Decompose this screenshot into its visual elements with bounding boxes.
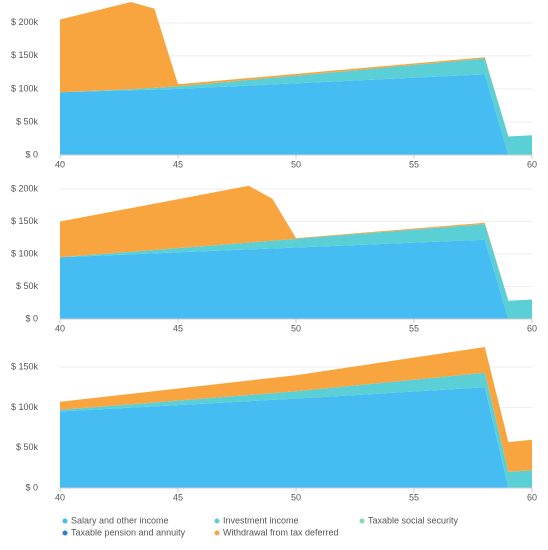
legend-label: Taxable social security: [368, 515, 459, 525]
area: [60, 74, 532, 155]
x-tick-label: 40: [55, 323, 65, 333]
y-tick-label: $ 150k: [11, 216, 39, 226]
y-tick-label: $ 200k: [11, 17, 39, 27]
y-tick-label: $ 50k: [16, 116, 39, 126]
x-tick-label: 50: [291, 323, 301, 333]
x-tick-label: 45: [173, 323, 183, 333]
y-tick-label: $ 150k: [11, 50, 39, 60]
chart: $ 0 $ 50k $ 100k $ 150k $ 200k 40 45 50 55 60: [11, 2, 537, 169]
x-tick-label: 40: [55, 492, 65, 502]
legend-swatch: [62, 530, 68, 536]
legend-swatch: [359, 518, 365, 524]
x-tick-label: 45: [173, 492, 183, 502]
y-tick-label: $ 150k: [11, 362, 39, 372]
legend-label: Salary and other income: [71, 515, 169, 525]
legend-swatch: [214, 518, 220, 524]
area: [60, 347, 532, 472]
x-tick-label: 55: [409, 159, 419, 169]
chart: $ 0 $ 50k $ 100k $ 150k 40 45 50 55 60: [11, 347, 537, 502]
area: [60, 387, 532, 488]
y-tick-label: $ 50k: [16, 442, 39, 452]
x-tick-label: 60: [527, 492, 537, 502]
x-tick-label: 60: [527, 323, 537, 333]
y-tick-label: $ 200k: [11, 183, 39, 193]
area: [60, 58, 532, 155]
y-tick-label: $ 0: [25, 149, 38, 159]
legend-swatch: [214, 530, 220, 536]
y-tick-label: $ 100k: [11, 83, 39, 93]
x-tick-label: 50: [291, 159, 301, 169]
y-tick-label: $ 100k: [11, 248, 39, 258]
area: [60, 224, 532, 319]
y-tick-label: $ 0: [25, 482, 38, 492]
x-tick-label: 55: [409, 492, 419, 502]
legend-swatch: [62, 518, 68, 524]
x-tick-label: 50: [291, 492, 301, 502]
x-tick-label: 60: [527, 159, 537, 169]
area: [60, 372, 532, 488]
area: [60, 239, 532, 319]
x-tick-label: 45: [173, 159, 183, 169]
area: [60, 185, 532, 301]
legend-label: Withdrawal from tax deferred: [223, 527, 339, 537]
legend-label: Investment income: [223, 515, 299, 525]
x-tick-label: 55: [409, 323, 419, 333]
x-tick-label: 40: [55, 159, 65, 169]
y-tick-label: $ 100k: [11, 402, 39, 412]
legend-label: Taxable pension and annuity: [71, 527, 186, 537]
area: [60, 2, 532, 137]
y-tick-label: $ 50k: [16, 281, 39, 291]
legend: Salary and other income Investment income…: [62, 515, 459, 537]
y-tick-label: $ 0: [25, 313, 38, 323]
chart: $ 0 $ 50k $ 100k $ 150k $ 200k 40 45 50 55 60: [11, 183, 537, 333]
